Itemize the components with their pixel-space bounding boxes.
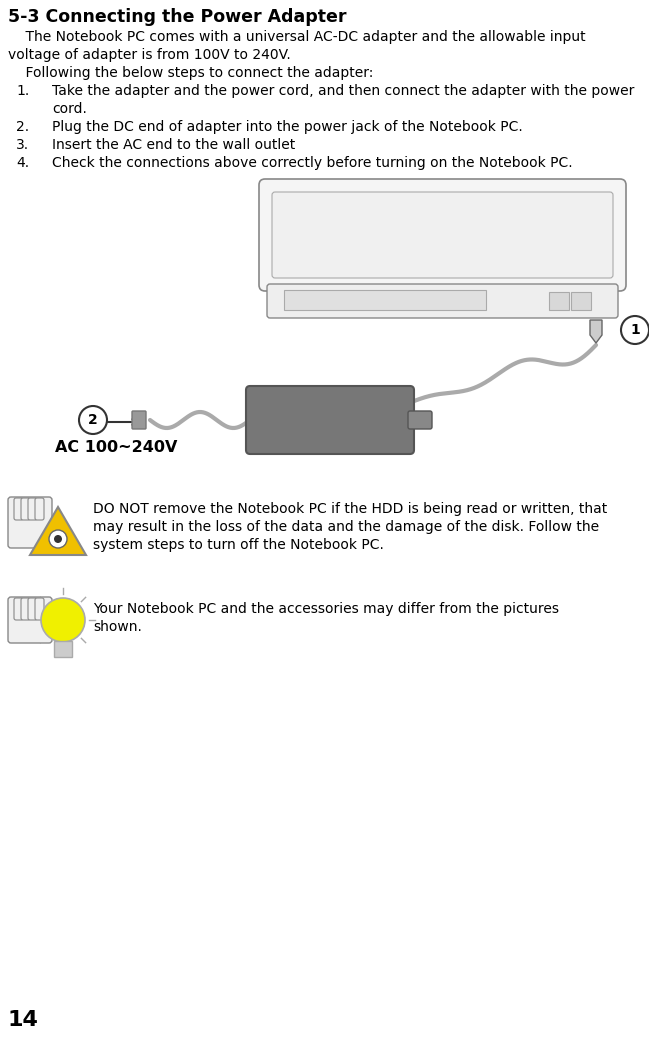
FancyBboxPatch shape <box>267 284 618 318</box>
Text: Your Notebook PC and the accessories may differ from the pictures: Your Notebook PC and the accessories may… <box>93 602 559 616</box>
Circle shape <box>49 530 67 548</box>
FancyBboxPatch shape <box>8 597 52 643</box>
FancyBboxPatch shape <box>14 598 23 620</box>
Text: 2.: 2. <box>16 120 29 134</box>
FancyBboxPatch shape <box>21 498 30 520</box>
Text: 4.: 4. <box>16 156 29 170</box>
FancyBboxPatch shape <box>28 598 37 620</box>
FancyBboxPatch shape <box>21 598 30 620</box>
Text: shown.: shown. <box>93 620 142 634</box>
FancyBboxPatch shape <box>408 411 432 429</box>
Text: AC 100~240V: AC 100~240V <box>55 440 177 455</box>
Text: Plug the DC end of adapter into the power jack of the Notebook PC.: Plug the DC end of adapter into the powe… <box>52 120 522 134</box>
Text: system steps to turn off the Notebook PC.: system steps to turn off the Notebook PC… <box>93 538 384 552</box>
FancyBboxPatch shape <box>35 598 44 620</box>
FancyBboxPatch shape <box>246 386 414 454</box>
FancyBboxPatch shape <box>8 497 52 548</box>
FancyBboxPatch shape <box>54 641 72 657</box>
FancyBboxPatch shape <box>549 292 569 310</box>
Text: 2: 2 <box>88 413 98 427</box>
Text: Following the below steps to connect the adapter:: Following the below steps to connect the… <box>8 66 373 80</box>
Circle shape <box>621 316 649 344</box>
Circle shape <box>54 535 62 543</box>
Text: voltage of adapter is from 100V to 240V.: voltage of adapter is from 100V to 240V. <box>8 48 291 62</box>
Text: 5-3 Connecting the Power Adapter: 5-3 Connecting the Power Adapter <box>8 8 347 26</box>
Text: 1.: 1. <box>16 84 29 98</box>
Text: Insert the AC end to the wall outlet: Insert the AC end to the wall outlet <box>52 138 295 152</box>
Text: cord.: cord. <box>52 102 87 116</box>
FancyBboxPatch shape <box>284 290 486 310</box>
FancyBboxPatch shape <box>272 192 613 278</box>
Polygon shape <box>30 507 86 555</box>
Polygon shape <box>590 320 602 343</box>
Text: DO NOT remove the Notebook PC if the HDD is being read or written, that: DO NOT remove the Notebook PC if the HDD… <box>93 502 607 516</box>
FancyBboxPatch shape <box>132 411 146 429</box>
Text: 14: 14 <box>8 1010 39 1030</box>
FancyBboxPatch shape <box>14 498 23 520</box>
FancyBboxPatch shape <box>571 292 591 310</box>
FancyBboxPatch shape <box>28 498 37 520</box>
Text: 3.: 3. <box>16 138 29 152</box>
Text: Check the connections above correctly before turning on the Notebook PC.: Check the connections above correctly be… <box>52 156 572 170</box>
Circle shape <box>79 406 107 434</box>
Text: 1: 1 <box>630 323 640 337</box>
FancyBboxPatch shape <box>259 179 626 291</box>
Text: Take the adapter and the power cord, and then connect the adapter with the power: Take the adapter and the power cord, and… <box>52 84 634 98</box>
FancyBboxPatch shape <box>35 498 44 520</box>
Text: The Notebook PC comes with a universal AC-DC adapter and the allowable input: The Notebook PC comes with a universal A… <box>8 30 585 44</box>
Circle shape <box>41 598 85 641</box>
Text: may result in the loss of the data and the damage of the disk. Follow the: may result in the loss of the data and t… <box>93 520 599 534</box>
